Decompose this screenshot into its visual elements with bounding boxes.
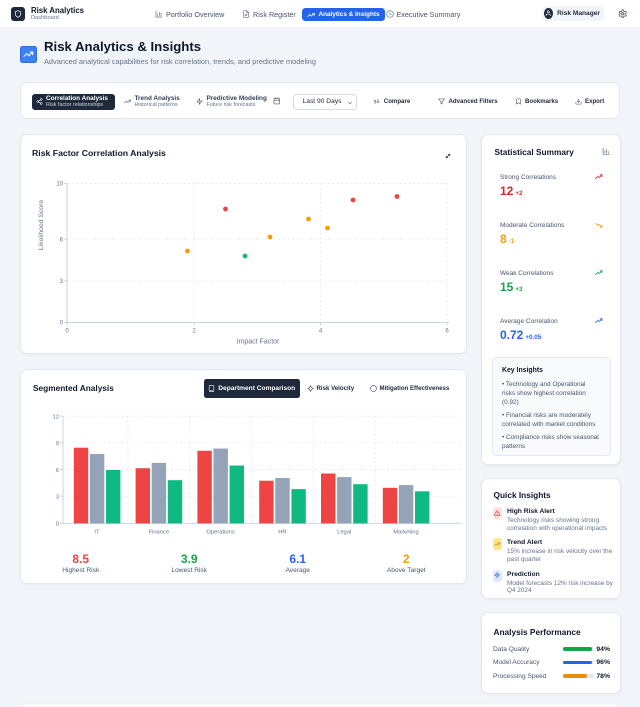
svg-text:IT: IT <box>94 530 100 536</box>
svg-text:0: 0 <box>59 321 63 327</box>
svg-text:Legal: Legal <box>337 530 351 536</box>
svg-text:9: 9 <box>55 441 58 447</box>
svg-text:12: 12 <box>52 414 58 420</box>
svg-text:Finance: Finance <box>148 530 169 536</box>
svg-text:3: 3 <box>55 495 58 501</box>
svg-text:6: 6 <box>55 468 58 474</box>
svg-text:HR: HR <box>278 530 286 536</box>
svg-text:0: 0 <box>65 329 69 335</box>
svg-text:6: 6 <box>445 329 449 335</box>
svg-text:0: 0 <box>55 522 58 528</box>
svg-text:10: 10 <box>56 182 63 188</box>
svg-text:3: 3 <box>59 279 63 285</box>
svg-text:Likelihood Score: Likelihood Score <box>38 200 45 250</box>
svg-text:2: 2 <box>192 329 196 335</box>
svg-text:Impact Factor: Impact Factor <box>236 339 279 346</box>
svg-text:Operations: Operations <box>206 530 234 536</box>
svg-text:Marketing: Marketing <box>393 530 418 536</box>
svg-text:4: 4 <box>318 329 322 335</box>
svg-text:6: 6 <box>59 237 63 243</box>
